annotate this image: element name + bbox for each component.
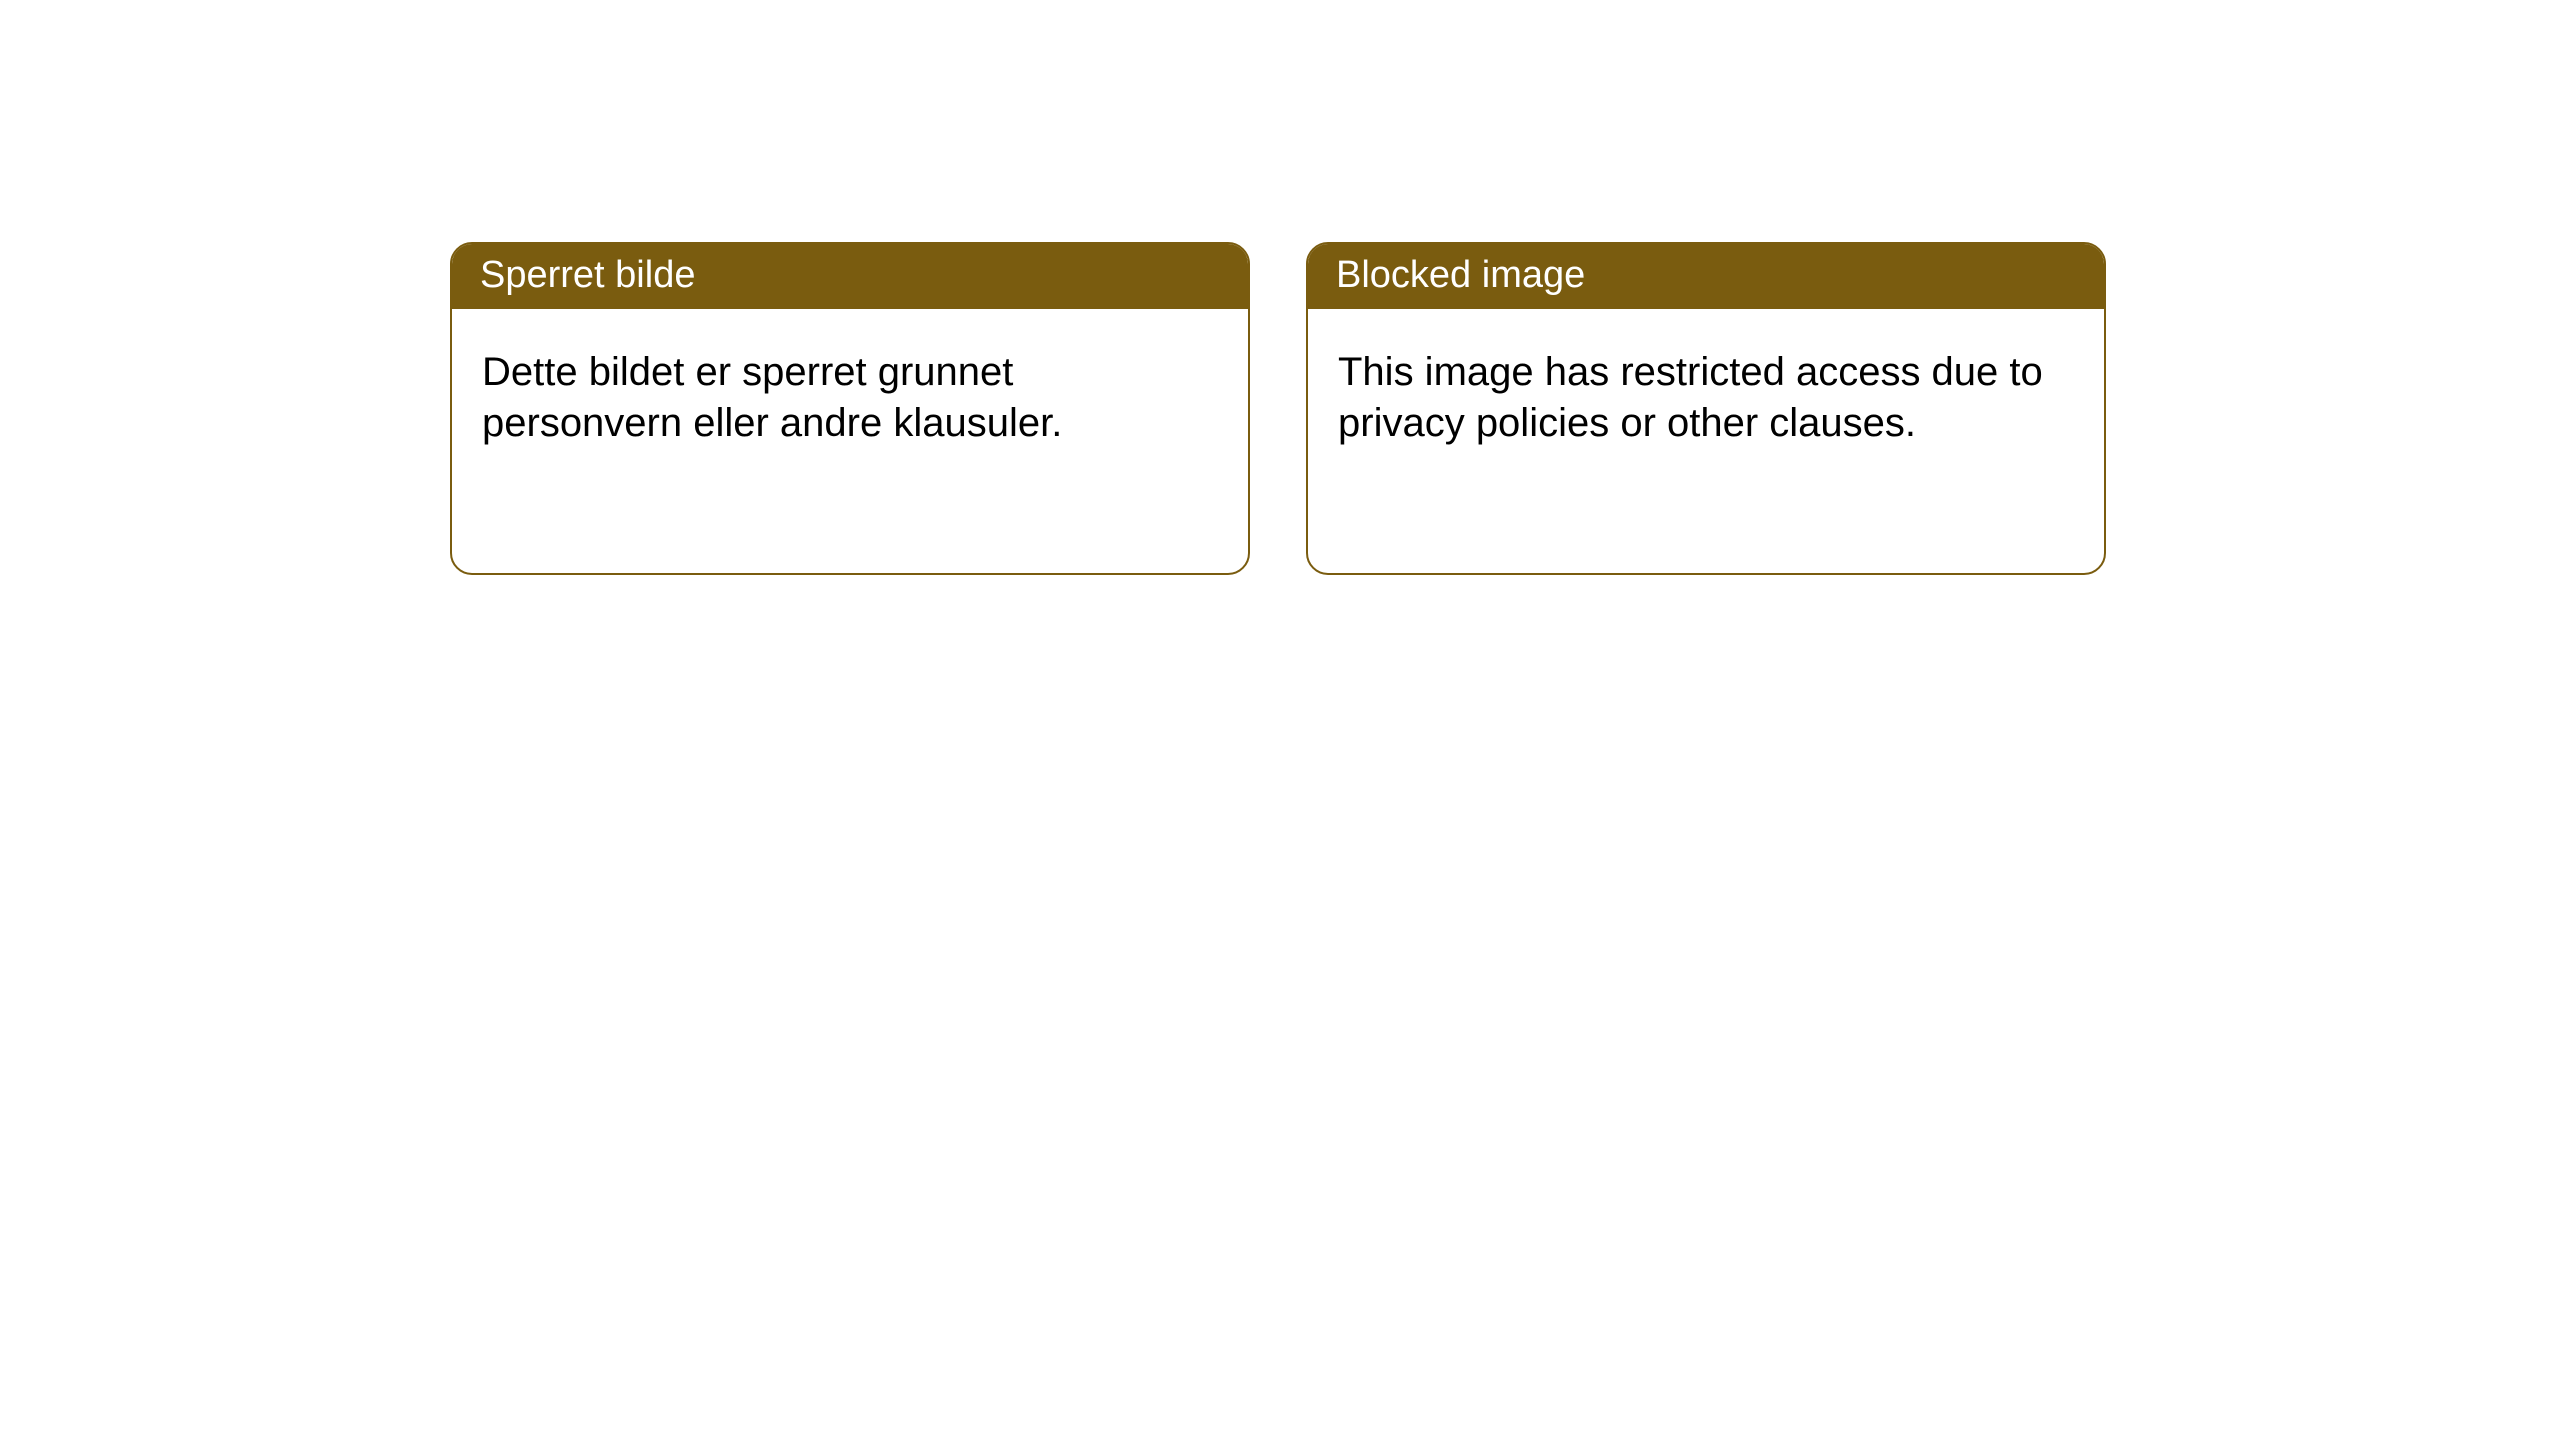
- card-body: Dette bildet er sperret grunnet personve…: [452, 309, 1248, 479]
- card-header: Blocked image: [1308, 244, 2104, 309]
- card-body-text: This image has restricted access due to …: [1338, 350, 2043, 445]
- card-title: Blocked image: [1336, 254, 1585, 296]
- notice-card-norwegian: Sperret bilde Dette bildet er sperret gr…: [450, 242, 1250, 575]
- card-title: Sperret bilde: [480, 254, 695, 296]
- card-header: Sperret bilde: [452, 244, 1248, 309]
- notice-cards-row: Sperret bilde Dette bildet er sperret gr…: [0, 0, 2560, 575]
- card-body-text: Dette bildet er sperret grunnet personve…: [482, 350, 1062, 445]
- card-body: This image has restricted access due to …: [1308, 309, 2104, 479]
- notice-card-english: Blocked image This image has restricted …: [1306, 242, 2106, 575]
